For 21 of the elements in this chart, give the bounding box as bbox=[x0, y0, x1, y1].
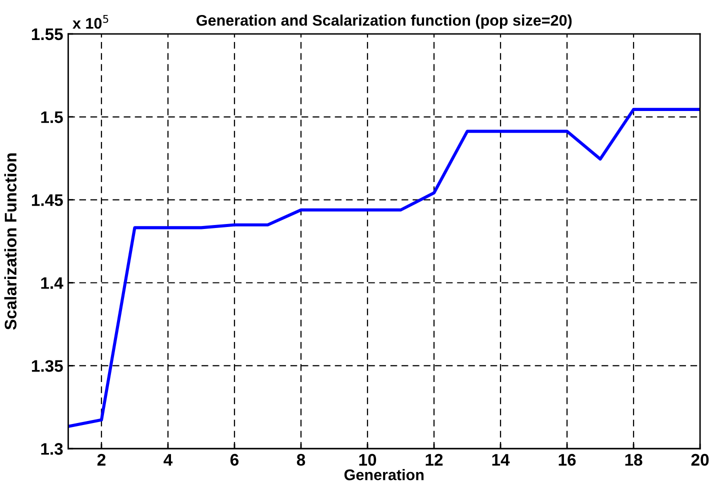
y-tick-label: 1.5 bbox=[41, 111, 63, 124]
y-tick-label: 1.55 bbox=[32, 28, 63, 40]
x-tick-label: 20 bbox=[691, 454, 709, 466]
y-tick-label: 1.35 bbox=[32, 360, 63, 372]
x-tick-label: 14 bbox=[492, 454, 510, 466]
x-tick-label: 12 bbox=[426, 454, 443, 466]
x-tick-label: 10 bbox=[359, 454, 376, 466]
x-axis-title: Generation bbox=[344, 469, 424, 480]
x-tick-label: 18 bbox=[625, 454, 642, 466]
y-tick-label: 1.45 bbox=[32, 194, 63, 206]
x-tick-label: 4 bbox=[164, 454, 173, 466]
y-tick-label: 1.3 bbox=[41, 443, 63, 455]
text: x 10$^{5}$ bbox=[72, 14, 108, 29]
y-tick-label: 1.4 bbox=[41, 277, 64, 289]
x-tick-label: 2 bbox=[97, 454, 106, 466]
x-tick-label: 6 bbox=[230, 454, 239, 466]
x-tick-label: 16 bbox=[558, 454, 576, 466]
chart-title: Generation and Scalarization function (pop size=20) bbox=[196, 14, 572, 29]
line-series bbox=[68, 108, 700, 428]
x-tick-label: 8 bbox=[296, 454, 306, 466]
y-axis-title: Scalarization Function bbox=[4, 153, 17, 330]
